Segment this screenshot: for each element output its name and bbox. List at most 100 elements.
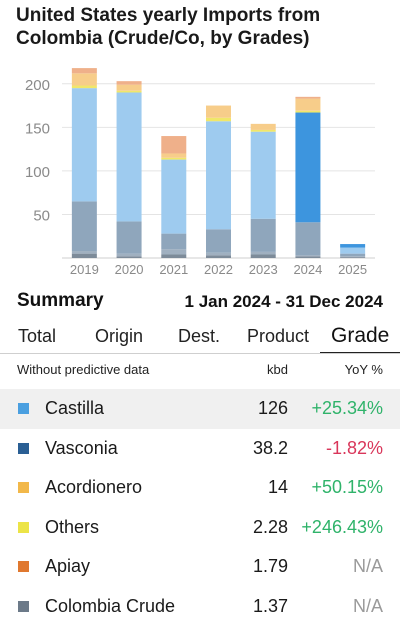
bar-segment[interactable] xyxy=(71,68,97,74)
color-swatch xyxy=(18,482,29,493)
table-row[interactable]: Castilla 126 +25.34% xyxy=(0,389,400,429)
table-row[interactable]: Colombia Crude 1.37 N/A xyxy=(0,587,400,626)
bar-segment[interactable] xyxy=(340,257,366,258)
bar-segment[interactable] xyxy=(295,98,321,111)
bar-segment[interactable] xyxy=(250,131,276,219)
grade-name: Acordionero xyxy=(45,477,143,497)
bar-segment[interactable] xyxy=(250,251,276,255)
tab-origin[interactable]: Origin xyxy=(95,326,144,346)
bar-segment[interactable] xyxy=(161,233,187,250)
x-tick-label: 2024 xyxy=(293,262,322,277)
bar-segment[interactable] xyxy=(161,157,187,160)
table-header: Without predictive data kbd YoY % xyxy=(0,362,400,380)
grade-yoy: +50.15% xyxy=(311,477,383,497)
bar-segment[interactable] xyxy=(116,221,142,254)
bar-segment[interactable] xyxy=(206,105,231,118)
bar-segment[interactable] xyxy=(71,85,97,89)
color-swatch xyxy=(18,403,29,414)
bar-segment[interactable] xyxy=(206,117,231,122)
bar-segment[interactable] xyxy=(206,121,231,230)
bar-segment[interactable] xyxy=(340,244,366,248)
bar-segment[interactable] xyxy=(116,253,142,257)
tab-dest[interactable]: Dest. xyxy=(178,326,221,346)
grade-name: Vasconia xyxy=(45,437,118,458)
x-tick-label: 2021 xyxy=(159,262,188,277)
bar-segment[interactable] xyxy=(340,247,366,254)
grade-value: 1.37 xyxy=(252,595,288,616)
color-swatch xyxy=(18,442,29,454)
bar-segment[interactable] xyxy=(206,252,231,256)
page-title: United States yearly Imports from Colomb… xyxy=(16,5,321,49)
grade-value: 14 xyxy=(267,477,288,497)
grade-value: 2.28 xyxy=(252,516,288,537)
x-tick-label: 2023 xyxy=(249,262,278,277)
grade-yoy: +25.34% xyxy=(311,398,383,418)
bar-segment[interactable] xyxy=(71,253,97,258)
date-range[interactable]: 1 Jan 2024 - 31 Dec 2024 xyxy=(184,292,383,311)
x-tick-label: 2020 xyxy=(115,262,144,277)
x-tick-label: 2025 xyxy=(338,262,367,277)
bar-segment[interactable] xyxy=(161,136,187,154)
unit-header: kbd xyxy=(267,362,288,377)
bar-segment[interactable] xyxy=(206,255,231,258)
bar-segment[interactable] xyxy=(250,218,276,252)
y-tick-label: 100 xyxy=(25,164,50,181)
grade-yoy: -1.82% xyxy=(325,437,383,458)
bar-segment[interactable] xyxy=(116,256,142,258)
bar-segment[interactable] xyxy=(295,96,321,99)
bar-segment[interactable] xyxy=(295,112,321,223)
color-swatch xyxy=(18,600,29,612)
y-tick-label: 200 xyxy=(25,77,50,94)
bar-segment[interactable] xyxy=(295,222,321,256)
table-caption: Without predictive data xyxy=(17,362,150,377)
bar-segment[interactable] xyxy=(250,254,276,258)
grade-table: Castilla 126 +25.34% Vasconia 38.2 -1.82% Acor… xyxy=(0,389,400,626)
bar-segment[interactable] xyxy=(161,249,187,255)
grade-name: Apiay xyxy=(45,556,91,576)
bar-segment[interactable] xyxy=(116,92,142,222)
bar-segment[interactable] xyxy=(71,88,97,202)
table-row[interactable]: Vasconia 38.2 -1.82% xyxy=(0,429,400,469)
bar-segment[interactable] xyxy=(295,255,321,257)
bar-segment[interactable] xyxy=(116,84,142,91)
chart-bars[interactable] xyxy=(71,68,366,258)
tab-grade[interactable]: Grade xyxy=(331,324,390,347)
grade-name: Others xyxy=(45,516,100,537)
grade-yoy: N/A xyxy=(352,556,383,576)
bar-segment[interactable] xyxy=(295,110,321,113)
bar-segment[interactable] xyxy=(161,254,187,258)
x-tick-label: 2019 xyxy=(70,262,99,277)
bar-segment[interactable] xyxy=(71,73,97,86)
tabs-divider xyxy=(0,353,400,354)
bar-segment[interactable] xyxy=(340,253,366,257)
grade-value: 1.79 xyxy=(252,556,288,576)
y-tick-label: 50 xyxy=(33,207,50,224)
tab-product[interactable]: Product xyxy=(247,326,310,346)
tab-bar: Total Origin Dest. Product Grade xyxy=(0,322,400,354)
grade-yoy: N/A xyxy=(352,595,383,616)
table-row[interactable]: Acordionero 14 +50.15% xyxy=(0,468,400,508)
color-swatch xyxy=(18,521,29,533)
bar-segment[interactable] xyxy=(161,159,187,234)
bar-segment[interactable] xyxy=(71,251,97,254)
table-row[interactable]: Others 2.28 +246.43% xyxy=(0,508,400,548)
grade-name: Colombia Crude xyxy=(45,595,176,616)
bar-segment[interactable] xyxy=(116,90,142,93)
bar-segment[interactable] xyxy=(295,256,321,258)
bar-segment[interactable] xyxy=(116,81,142,85)
color-swatch xyxy=(18,561,29,572)
grade-value: 38.2 xyxy=(252,437,288,458)
bar-segment[interactable] xyxy=(161,153,187,158)
bar-segment[interactable] xyxy=(250,129,276,132)
bar-segment[interactable] xyxy=(340,256,366,258)
summary-bar: Summary 1 Jan 2024 - 31 Dec 2024 xyxy=(0,290,400,316)
yoy-header: YoY % xyxy=(344,362,383,377)
table-row[interactable]: Apiay 1.79 N/A xyxy=(0,547,400,587)
bar-segment[interactable] xyxy=(206,229,231,253)
tab-total[interactable]: Total xyxy=(18,326,57,346)
bar-segment[interactable] xyxy=(71,201,97,252)
y-axis-tick-labels: 50 100 150 200 xyxy=(25,77,50,225)
bar-segment[interactable] xyxy=(250,123,276,130)
stacked-bar-chart[interactable]: 50 100 150 200 2019 2020 2021 2022 2023 2024 2025 xyxy=(0,60,400,280)
grade-yoy: +246.43% xyxy=(301,516,383,537)
